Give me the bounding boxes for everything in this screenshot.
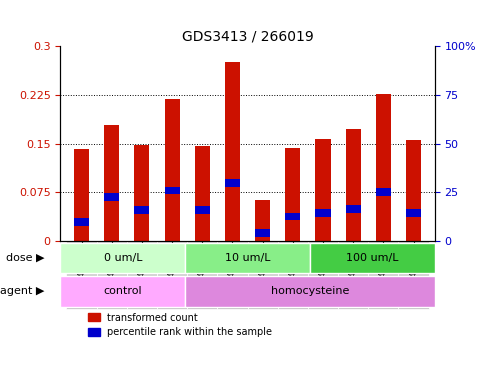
Bar bbox=[104, 193, 119, 201]
Text: 0 um/L: 0 um/L bbox=[103, 253, 142, 263]
Bar bbox=[134, 206, 149, 214]
Bar bbox=[346, 129, 361, 241]
FancyBboxPatch shape bbox=[185, 276, 435, 306]
Bar bbox=[255, 200, 270, 241]
Bar bbox=[376, 94, 391, 241]
Bar bbox=[255, 229, 270, 237]
Bar bbox=[157, 241, 187, 310]
Legend: transformed count, percentile rank within the sample: transformed count, percentile rank withi… bbox=[84, 309, 276, 341]
Bar bbox=[104, 126, 119, 241]
Text: 100 um/L: 100 um/L bbox=[346, 253, 398, 263]
FancyBboxPatch shape bbox=[60, 276, 185, 306]
Bar bbox=[278, 241, 308, 310]
Bar bbox=[127, 241, 157, 310]
Bar bbox=[308, 241, 338, 310]
Bar bbox=[74, 218, 89, 225]
Bar bbox=[398, 241, 429, 310]
Bar bbox=[406, 209, 421, 217]
Bar bbox=[225, 179, 240, 187]
Bar bbox=[406, 141, 421, 241]
Bar bbox=[187, 241, 217, 310]
Bar bbox=[346, 205, 361, 213]
FancyBboxPatch shape bbox=[310, 243, 435, 273]
Text: agent ▶: agent ▶ bbox=[0, 286, 45, 296]
Bar bbox=[285, 213, 300, 220]
Bar bbox=[165, 99, 180, 241]
Text: homocysteine: homocysteine bbox=[271, 286, 349, 296]
Bar bbox=[74, 149, 89, 241]
FancyBboxPatch shape bbox=[185, 243, 310, 273]
Bar bbox=[338, 241, 369, 310]
Bar bbox=[195, 146, 210, 241]
Bar bbox=[165, 187, 180, 194]
Title: GDS3413 / 266019: GDS3413 / 266019 bbox=[182, 30, 313, 43]
Text: control: control bbox=[103, 286, 142, 296]
Bar bbox=[285, 148, 300, 241]
Text: 10 um/L: 10 um/L bbox=[225, 253, 270, 263]
Bar bbox=[376, 189, 391, 196]
Bar bbox=[315, 209, 330, 217]
Text: dose ▶: dose ▶ bbox=[6, 253, 45, 263]
Bar bbox=[217, 241, 248, 310]
Bar bbox=[67, 241, 97, 310]
Bar bbox=[195, 206, 210, 214]
Bar bbox=[134, 145, 149, 241]
FancyBboxPatch shape bbox=[60, 243, 185, 273]
Bar bbox=[225, 62, 240, 241]
Bar bbox=[97, 241, 127, 310]
Bar bbox=[315, 139, 330, 241]
Bar bbox=[369, 241, 398, 310]
Bar bbox=[248, 241, 278, 310]
